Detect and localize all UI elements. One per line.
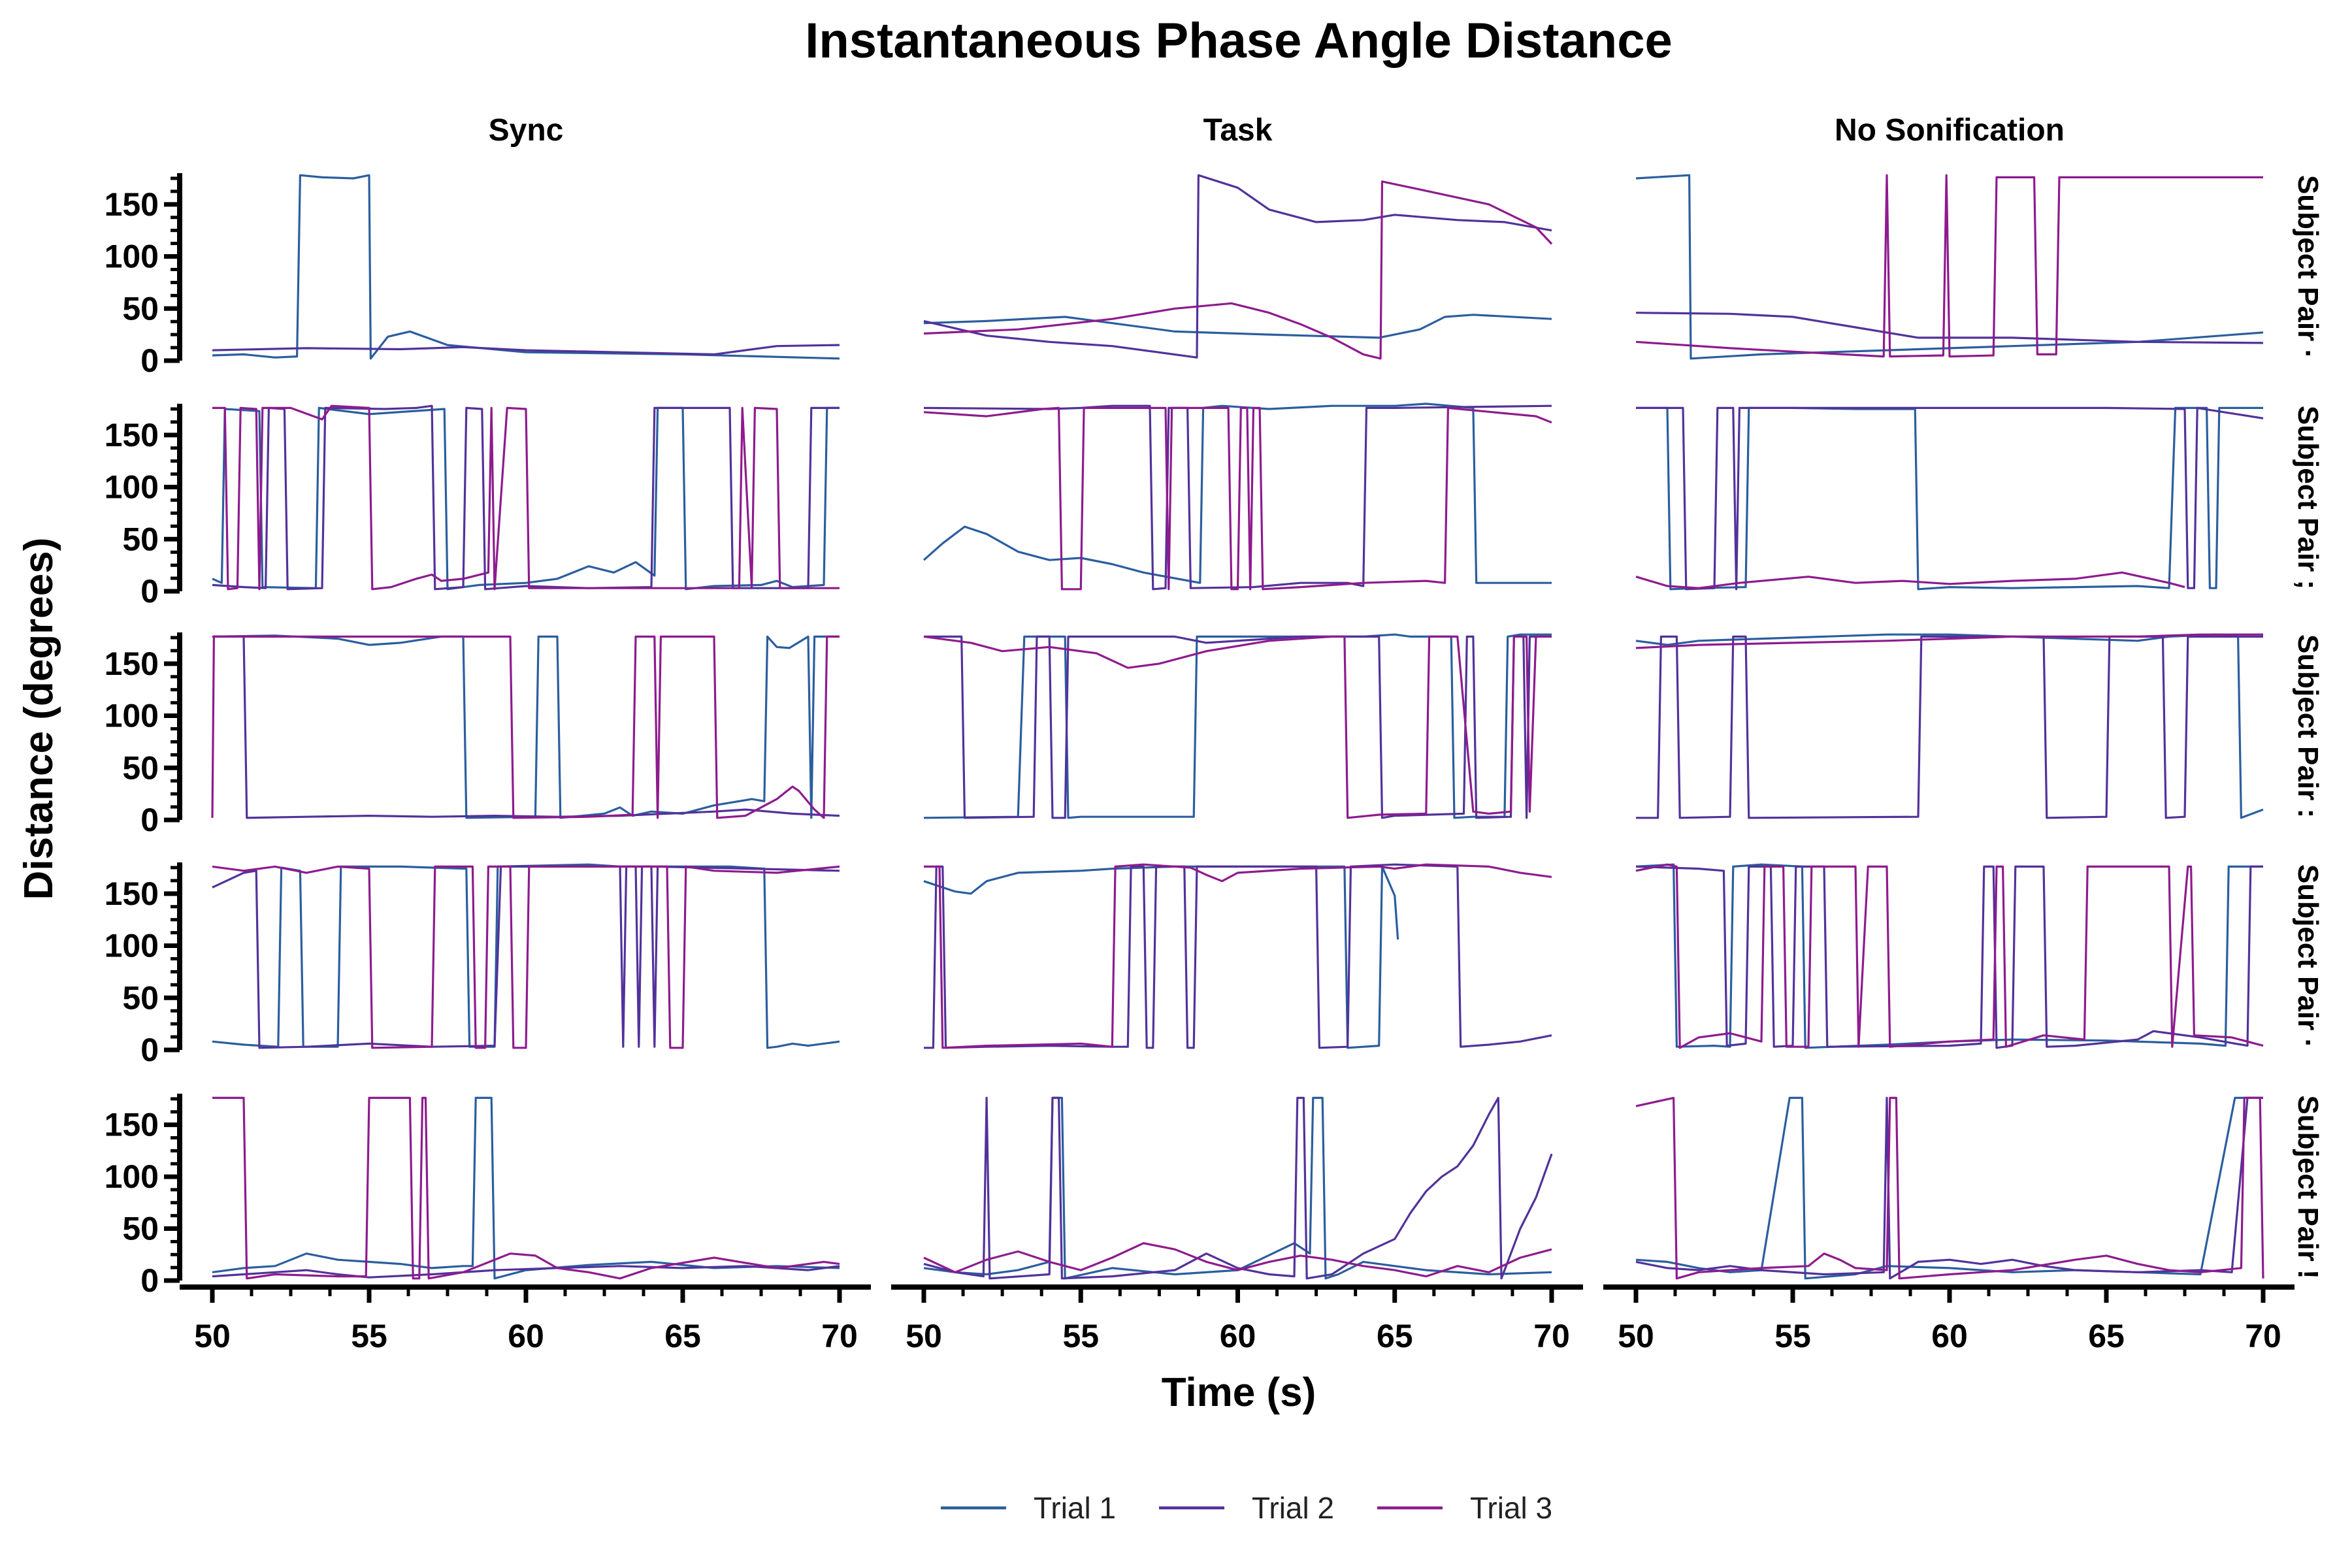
series-line-trial-3 xyxy=(1635,174,2263,358)
series-line-trial-2 xyxy=(924,863,1552,1049)
y-tick-label: 0 xyxy=(140,573,159,610)
x-tick-label: 70 xyxy=(821,1318,858,1354)
series-line-trial-1 xyxy=(923,633,1552,819)
y-tick-label: 50 xyxy=(122,749,159,786)
legend-label: Trial 1 xyxy=(1034,1491,1116,1525)
y-axis-label: Distance (degrees) xyxy=(16,538,61,900)
series-line-trial-3 xyxy=(211,635,840,819)
y-tick-label: 100 xyxy=(105,469,159,506)
row-label: Subject Pair ; xyxy=(2292,406,2324,589)
x-tick-label: 55 xyxy=(351,1318,387,1354)
column-headers: Sync Task No Sonification xyxy=(489,113,2065,148)
chart-title: Instantaneous Phase Angle Distance xyxy=(805,13,1673,69)
series-line-trial-1 xyxy=(1635,1096,2263,1280)
series-line-trial-3 xyxy=(923,635,1552,819)
y-tick-label: 100 xyxy=(105,238,159,275)
series-line-trial-1 xyxy=(923,1096,1552,1280)
series-line-trial-1 xyxy=(923,865,1399,1049)
x-tick-label: 65 xyxy=(664,1318,701,1354)
series-line-trial-3 xyxy=(923,406,1552,591)
y-tick-label: 150 xyxy=(105,186,159,223)
y-tick-label: 150 xyxy=(105,875,159,912)
series-line-trial-1 xyxy=(923,314,1552,339)
legend-label: Trial 3 xyxy=(1470,1491,1552,1525)
panels xyxy=(211,174,2264,1280)
x-tick-label: 55 xyxy=(1062,1318,1099,1354)
row-label: Subject Pair · xyxy=(2292,175,2324,359)
x-tick-label: 65 xyxy=(2088,1318,2125,1354)
column-header: Task xyxy=(1203,113,1273,148)
series-line-trial-3 xyxy=(1635,1096,2264,1280)
y-tick-label: 150 xyxy=(105,417,159,453)
x-tick-label: 50 xyxy=(194,1318,231,1354)
y-axes: 0 50 100 150 0 50 100 150 0 50 100 150 0 50 100 150 0 50 1… xyxy=(105,173,182,1299)
row-labels: Subject Pair · Subject Pair ; Subject Pair… xyxy=(2292,175,2324,1279)
row-label: Subject Pair · xyxy=(2292,864,2324,1048)
series-line-trial-2 xyxy=(1636,406,2264,591)
x-tick-label: 60 xyxy=(508,1318,544,1354)
series-line-trial-2 xyxy=(923,174,1552,359)
series-line-trial-1 xyxy=(212,406,840,591)
series-line-trial-3 xyxy=(923,1242,1552,1278)
x-tick-label: 50 xyxy=(906,1318,942,1354)
x-tick-label: 70 xyxy=(2245,1318,2281,1354)
y-tick-label: 150 xyxy=(105,1107,159,1143)
x-tick-label: 50 xyxy=(1618,1318,1654,1354)
x-tick-label: 55 xyxy=(1774,1318,1811,1354)
y-tick-label: 50 xyxy=(122,521,159,557)
y-tick-label: 100 xyxy=(105,1158,159,1195)
x-axis-label: Time (s) xyxy=(1162,1370,1316,1415)
series-line-trial-1 xyxy=(212,634,840,819)
series-line-trial-3 xyxy=(212,1096,840,1280)
series-line-trial-3 xyxy=(212,865,840,1049)
series-line-trial-2 xyxy=(923,1096,1553,1280)
series-line-trial-3 xyxy=(212,404,840,591)
row-label: Subject Pair : xyxy=(2292,634,2324,818)
series-line-trial-3 xyxy=(1635,633,2263,649)
y-tick-label: 50 xyxy=(122,290,159,327)
series-line-trial-1 xyxy=(1636,406,2263,591)
series-line-trial-3 xyxy=(924,863,1552,1049)
series-line-trial-1 xyxy=(923,402,1552,584)
column-header: Sync xyxy=(489,113,564,148)
series-line-trial-1 xyxy=(212,1096,840,1280)
column-header: No Sonification xyxy=(1835,113,2065,148)
series-line-trial-2 xyxy=(1635,865,2263,1049)
x-tick-label: 60 xyxy=(1931,1318,1968,1354)
y-tick-label: 150 xyxy=(105,645,159,682)
series-line-trial-1 xyxy=(1635,863,2263,1049)
x-axes: 50 55 60 65 70 50 55 60 65 70 50 55 60 65 70 xyxy=(180,1284,2295,1354)
series-line-trial-2 xyxy=(1635,1096,2263,1280)
series-line-trial-3 xyxy=(923,180,1553,360)
series-line-trial-2 xyxy=(1635,312,2264,344)
y-tick-label: 0 xyxy=(140,342,159,379)
x-tick-label: 65 xyxy=(1377,1318,1413,1354)
y-tick-label: 50 xyxy=(122,979,159,1016)
legend-label: Trial 2 xyxy=(1252,1491,1334,1525)
x-tick-label: 60 xyxy=(1220,1318,1256,1354)
series-line-trial-2 xyxy=(212,635,840,819)
series-line-trial-3 xyxy=(1635,571,2185,589)
legend: Trial 1 Trial 2 Trial 3 xyxy=(941,1491,1552,1525)
series-line-trial-2 xyxy=(1636,635,2263,819)
x-tick-label: 70 xyxy=(1533,1318,1570,1354)
y-tick-label: 100 xyxy=(105,928,159,964)
y-tick-label: 0 xyxy=(140,1032,159,1068)
y-tick-label: 100 xyxy=(105,698,159,734)
y-tick-label: 0 xyxy=(140,802,159,838)
series-line-trial-3 xyxy=(1635,863,2264,1049)
series-line-trial-1 xyxy=(212,174,840,360)
series-line-trial-2 xyxy=(212,344,840,355)
row-label: Subject Pair ! xyxy=(2292,1095,2324,1279)
y-tick-label: 50 xyxy=(122,1211,159,1247)
y-tick-label: 0 xyxy=(140,1262,159,1299)
